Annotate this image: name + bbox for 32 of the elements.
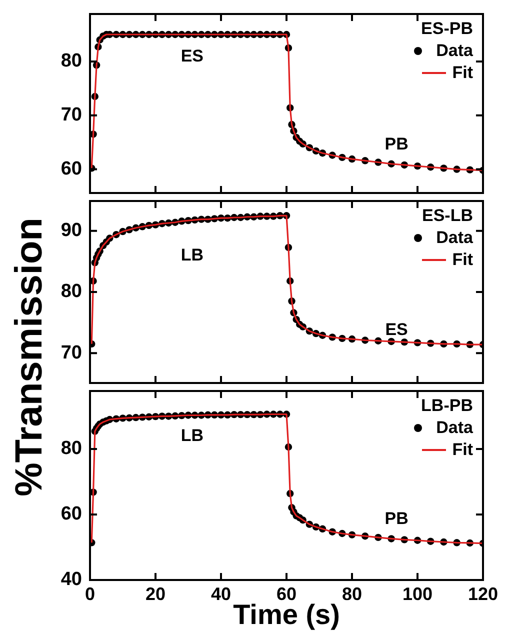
legend-label: Data bbox=[436, 40, 473, 62]
y-tick-label: 60 bbox=[60, 158, 82, 180]
legend-title: LB-PB bbox=[420, 395, 473, 417]
y-tick-label: 60 bbox=[60, 504, 82, 525]
legend-label: Fit bbox=[452, 439, 473, 461]
y-tick-label: 80 bbox=[60, 50, 82, 72]
legend-label: Fit bbox=[452, 62, 473, 84]
legend-label: Fit bbox=[452, 249, 473, 271]
annotation: PB bbox=[384, 134, 408, 154]
legend-title: ES-PB bbox=[420, 18, 473, 40]
annotation: LB bbox=[180, 245, 204, 264]
y-tick-label: 80 bbox=[60, 438, 82, 460]
y-axis-title: %Transmission bbox=[8, 218, 52, 496]
annotation: LB bbox=[180, 426, 204, 446]
legend-label: Data bbox=[436, 227, 473, 249]
legend-label: Data bbox=[436, 417, 473, 439]
y-tick-label: 70 bbox=[60, 342, 82, 364]
annotation: ES bbox=[180, 46, 204, 66]
x-tick-label: 100 bbox=[402, 584, 433, 604]
x-tick-label: 80 bbox=[342, 584, 362, 604]
y-tick-label: 70 bbox=[60, 104, 82, 126]
y-tick-label: 90 bbox=[60, 220, 82, 242]
annotation: ES bbox=[385, 320, 408, 339]
x-tick-label: 120 bbox=[468, 584, 498, 604]
x-tick-label: 40 bbox=[210, 584, 232, 604]
annotation: PB bbox=[384, 509, 408, 528]
y-tick-label: 80 bbox=[60, 281, 82, 302]
x-tick-label: 60 bbox=[276, 584, 297, 604]
x-tick-label: 20 bbox=[145, 584, 166, 604]
legend-title: ES-LB bbox=[421, 205, 473, 227]
x-tick-label: 0 bbox=[84, 584, 96, 604]
y-tick-label: 40 bbox=[60, 569, 82, 590]
